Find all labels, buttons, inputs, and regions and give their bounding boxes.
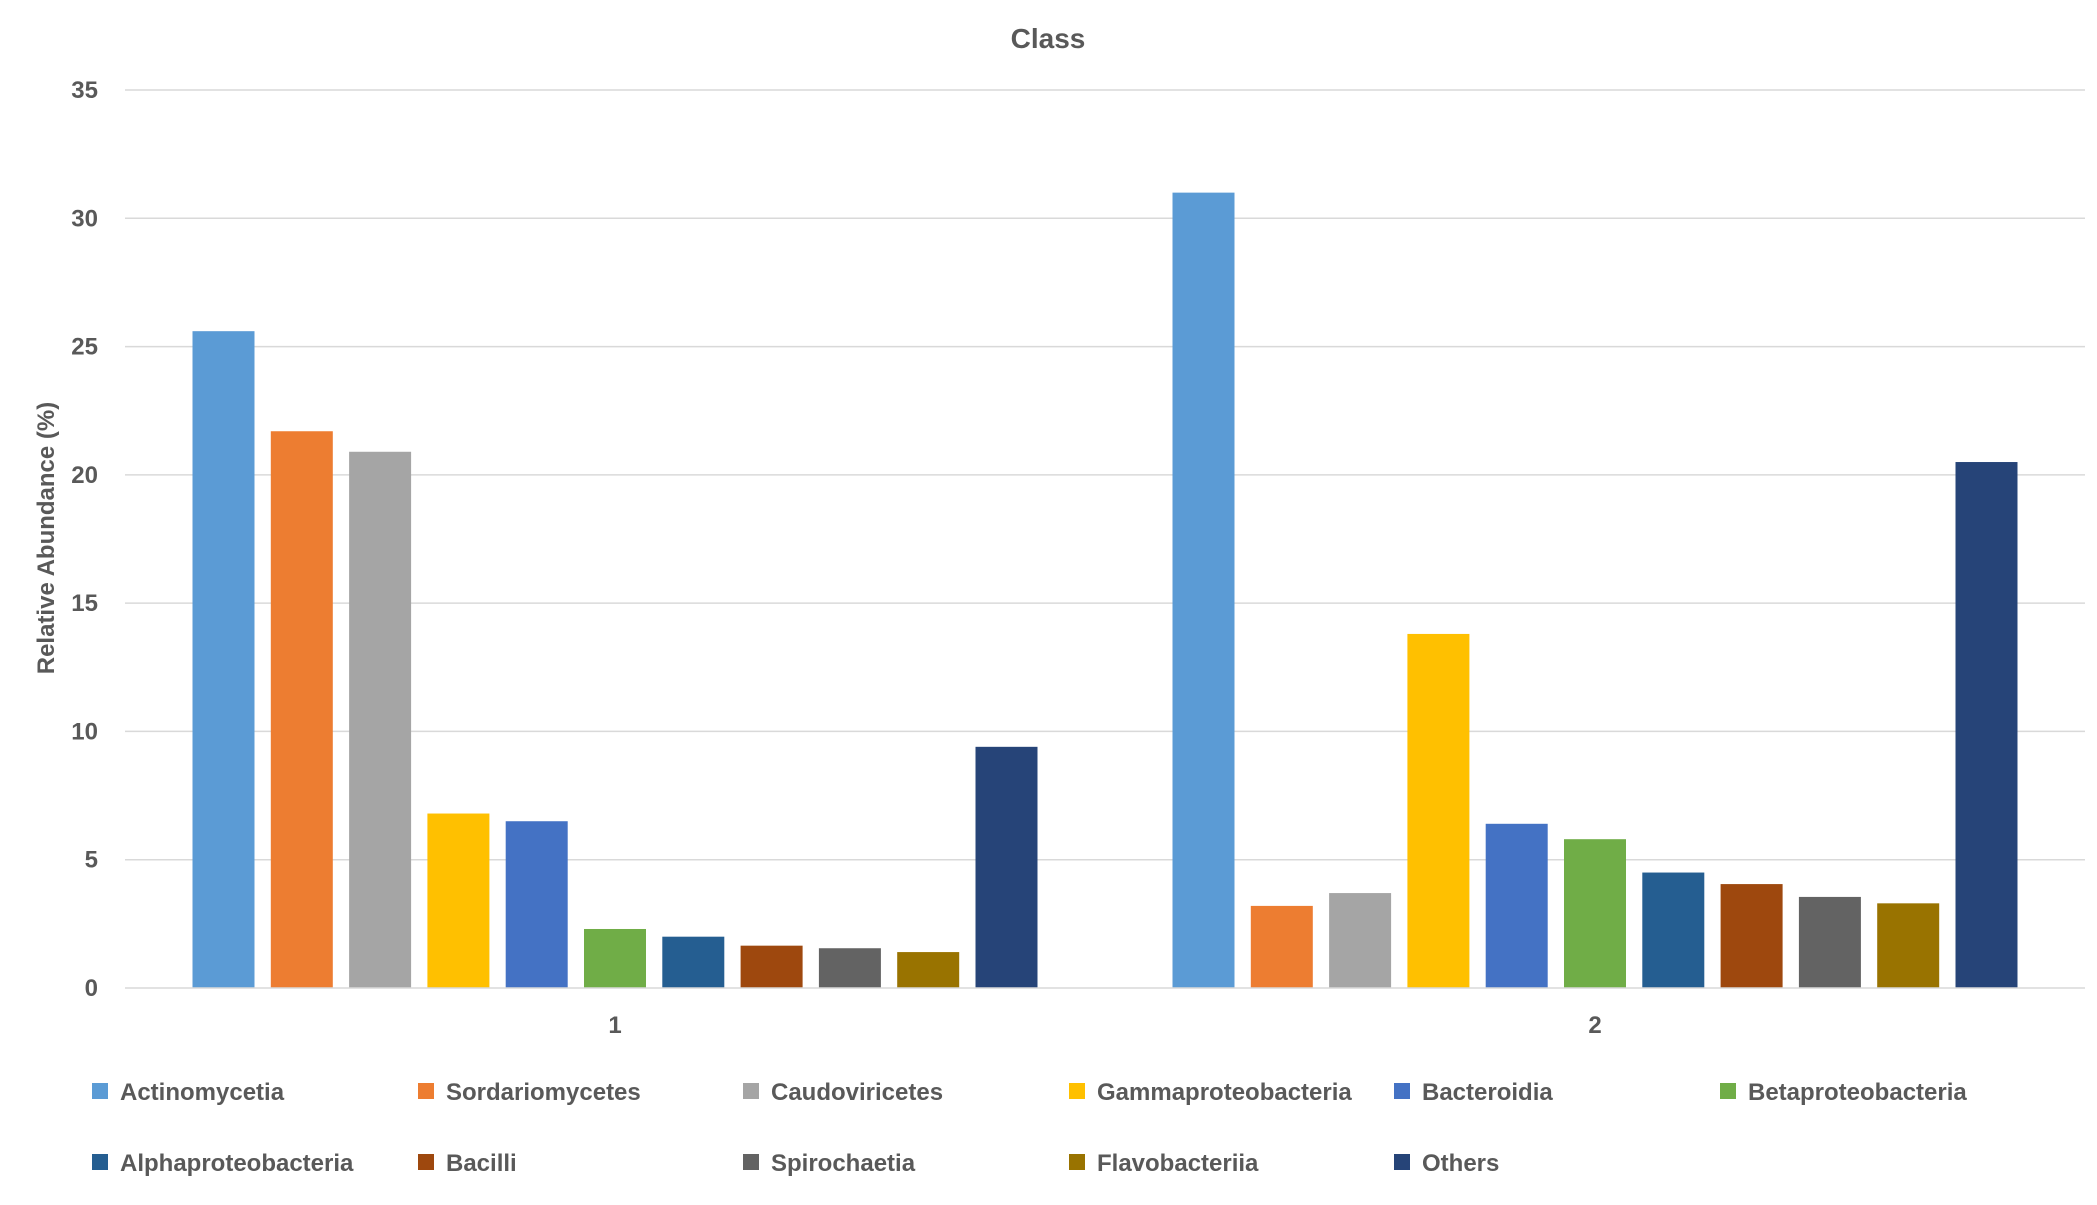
bar-others-2 — [1955, 462, 2018, 988]
legend-label-actinomycetia: Actinomycetia — [120, 1079, 285, 1106]
legend-swatch-actinomycetia — [92, 1083, 108, 1099]
bar-caudoviricetes-1 — [349, 451, 412, 988]
bar-flavobacteriia-2 — [1877, 903, 1940, 988]
bar-betaproteobacteria-2 — [1564, 839, 1626, 988]
legend-label-gammaproteobacteria: Gammaproteobacteria — [1097, 1079, 1352, 1106]
bar-gammaproteobacteria-2 — [1407, 633, 1470, 988]
bar-caudoviricetes-2 — [1329, 893, 1392, 988]
legend-label-others: Others — [1422, 1150, 1499, 1177]
y-tick-label: 35 — [71, 77, 98, 104]
y-tick-label: 0 — [85, 975, 98, 1002]
legend-label-flavobacteriia: Flavobacteriia — [1097, 1150, 1259, 1177]
legend-label-bacilli: Bacilli — [446, 1150, 517, 1177]
legend-label-alphaproteobacteria: Alphaproteobacteria — [120, 1150, 354, 1177]
bar-others-1 — [975, 746, 1038, 988]
y-tick-label: 15 — [71, 590, 98, 617]
legend-swatch-gammaproteobacteria — [1069, 1083, 1085, 1099]
chart-title: Class — [1011, 23, 1086, 54]
legend-label-spirochaetia: Spirochaetia — [771, 1150, 916, 1177]
legend-swatch-bacteroidia — [1394, 1083, 1410, 1099]
legend-swatch-spirochaetia — [743, 1154, 759, 1170]
legend-swatch-flavobacteriia — [1069, 1154, 1085, 1170]
x-tick-label: 2 — [1588, 1012, 1601, 1039]
y-tick-label: 20 — [71, 462, 98, 489]
y-tick-labels: 0 5 10 15 20 25 30 35 — [71, 77, 98, 1002]
bar-spirochaetia-2 — [1798, 896, 1861, 988]
legend-swatch-caudoviricetes — [743, 1083, 759, 1099]
x-tick-label: 1 — [608, 1012, 621, 1039]
gridlines — [125, 89, 2085, 861]
legend-label-sordariomycetes: Sordariomycetes — [446, 1079, 641, 1106]
legend-label-caudoviricetes: Caudoviricetes — [771, 1079, 943, 1106]
bar-sordariomycetes-1 — [270, 431, 333, 988]
legend-label-betaproteobacteria: Betaproteobacteria — [1748, 1079, 1967, 1106]
legend-swatch-others — [1394, 1154, 1410, 1170]
bar-betaproteobacteria-1 — [584, 928, 646, 988]
bars — [192, 192, 2018, 989]
bar-bacteroidia-2 — [1485, 823, 1548, 988]
bar-gammaproteobacteria-1 — [427, 813, 490, 988]
legend-swatch-sordariomycetes — [418, 1083, 434, 1099]
y-tick-label: 25 — [71, 334, 98, 361]
bar-spirochaetia-1 — [818, 948, 881, 988]
bar-bacteroidia-1 — [505, 821, 568, 988]
bar-bacilli-2 — [1720, 884, 1783, 988]
legend-swatch-alphaproteobacteria — [92, 1154, 108, 1170]
y-axis-label: Relative Abundance (%) — [33, 402, 60, 675]
legend-swatch-betaproteobacteria — [1720, 1083, 1736, 1099]
bar-alphaproteobacteria-2 — [1642, 872, 1705, 988]
bar-sordariomycetes-2 — [1250, 905, 1313, 988]
y-tick-label: 5 — [85, 847, 98, 874]
y-tick-label: 30 — [71, 205, 98, 232]
legend: Actinomycetia Sordariomycetes Caudoviricet… — [92, 1079, 1967, 1177]
bar-flavobacteriia-1 — [897, 952, 960, 988]
bar-actinomycetia-1 — [192, 331, 255, 989]
legend-swatch-bacilli — [418, 1154, 434, 1170]
legend-label-bacteroidia: Bacteroidia — [1422, 1079, 1553, 1106]
y-tick-label: 10 — [71, 718, 98, 745]
bar-alphaproteobacteria-1 — [662, 936, 725, 988]
bar-actinomycetia-2 — [1172, 192, 1235, 989]
bar-bacilli-1 — [740, 945, 803, 988]
